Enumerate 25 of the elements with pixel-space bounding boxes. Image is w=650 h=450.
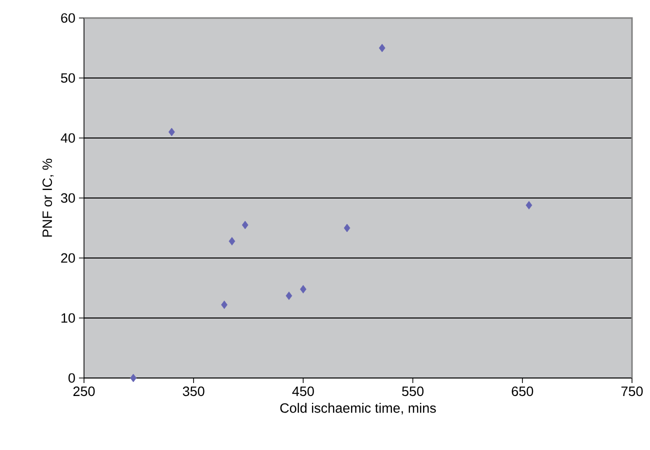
y-tick-label: 20 bbox=[61, 253, 75, 263]
x-tick-label: 650 bbox=[512, 386, 534, 396]
x-tick-label: 450 bbox=[292, 386, 314, 396]
point bbox=[286, 292, 292, 300]
x-axis-title: Cold ischaemic time, mins bbox=[280, 402, 436, 414]
point bbox=[168, 128, 175, 136]
x-tick-label: 550 bbox=[402, 386, 424, 396]
x-tick-label: 350 bbox=[182, 386, 204, 396]
point bbox=[228, 237, 236, 246]
point bbox=[300, 285, 306, 294]
point bbox=[526, 201, 532, 210]
point bbox=[221, 300, 228, 309]
y-tick-label: 30 bbox=[60, 193, 75, 203]
point bbox=[130, 374, 137, 382]
y-tick-label: 50 bbox=[61, 73, 75, 83]
y-tick-label: 0 bbox=[68, 373, 75, 383]
y-axis-title: PNF or IC, % bbox=[42, 158, 54, 237]
y-tick-label: 10 bbox=[61, 313, 75, 323]
y-tick-label: 40 bbox=[60, 133, 75, 143]
x-tick-label: 750 bbox=[621, 386, 643, 396]
x-tick-label: 250 bbox=[73, 386, 95, 396]
point bbox=[344, 224, 350, 232]
y-tick-label: 60 bbox=[61, 13, 75, 23]
point bbox=[378, 44, 386, 52]
point bbox=[242, 220, 248, 230]
